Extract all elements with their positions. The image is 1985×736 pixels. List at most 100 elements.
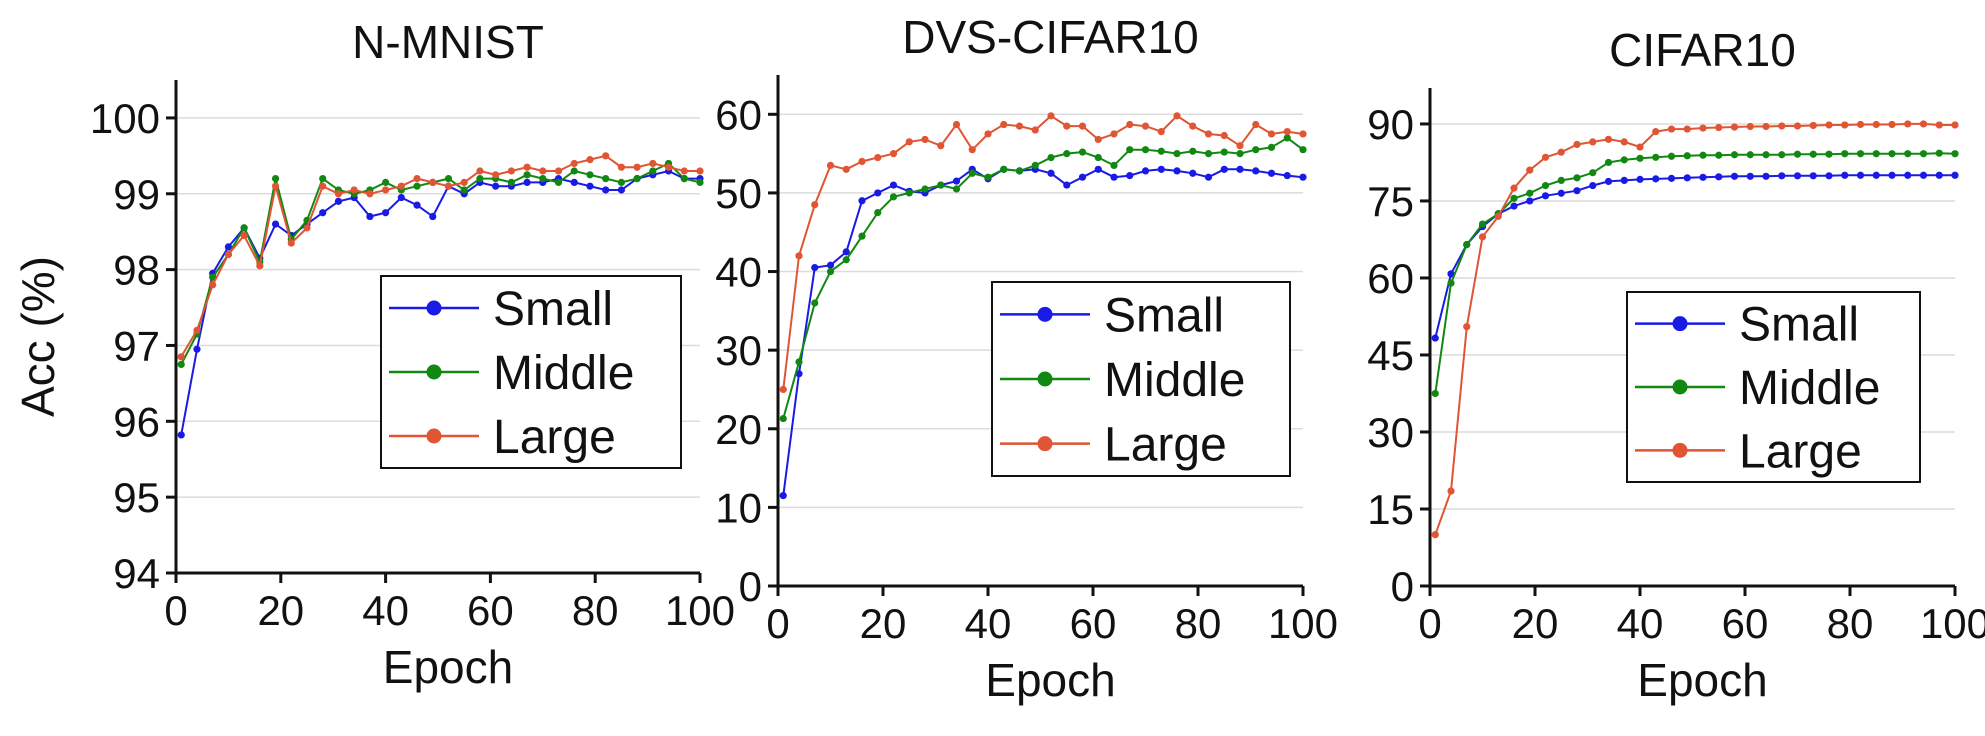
legend-label: Middle [493, 347, 634, 400]
data-point [1809, 150, 1817, 158]
data-point [889, 150, 898, 158]
data-point [1573, 174, 1581, 182]
data-point [984, 130, 992, 138]
data-point [1793, 150, 1802, 158]
y-tick-label: 98 [113, 247, 160, 294]
legend-label: Large [1104, 419, 1227, 472]
y-tick-label: 100 [90, 95, 160, 142]
data-point [287, 239, 295, 247]
data-point [1573, 140, 1581, 149]
data-point [1189, 147, 1197, 155]
series-line [1434, 122, 1955, 536]
data-point [271, 220, 280, 228]
data-point [1252, 120, 1260, 129]
data-point [476, 167, 484, 175]
data-point [1478, 233, 1487, 241]
data-point [1825, 121, 1833, 129]
data-point [1126, 172, 1134, 180]
panel-cifar10: CIFAR10 Epoch 0 15 30 45 60 75 90 0 20 40 60 80 100 S… [1367, 24, 1985, 706]
data-point [1267, 169, 1276, 177]
data-point [1236, 165, 1244, 173]
data-point [1872, 171, 1880, 179]
data-point [1730, 123, 1739, 131]
chart-title: N-MNIST [352, 16, 544, 68]
data-point [1220, 131, 1228, 140]
data-point [271, 175, 280, 183]
legend-label: Large [493, 411, 616, 464]
legend-swatch-marker [426, 300, 442, 316]
x-tick-label: 20 [860, 600, 907, 647]
series-large [1431, 120, 1959, 539]
y-tick-label: 50 [715, 170, 762, 217]
data-point [617, 163, 626, 171]
legend-swatch-marker [1672, 379, 1688, 395]
data-point [1494, 212, 1502, 220]
data-point [1620, 138, 1628, 146]
data-point [1951, 150, 1959, 158]
data-point [1778, 151, 1786, 159]
data-point [1267, 130, 1276, 138]
legend-item-small: Small [1635, 299, 1859, 352]
data-point [224, 250, 232, 259]
series-middle [1431, 149, 1959, 398]
data-point [1283, 128, 1291, 136]
data-point [1888, 150, 1896, 158]
data-point [1510, 202, 1518, 210]
data-point [1715, 151, 1723, 159]
data-point [1173, 150, 1181, 158]
x-tick-label: 80 [572, 587, 619, 634]
data-point [1157, 165, 1165, 173]
data-point [1220, 165, 1228, 173]
y-tick-label: 60 [1367, 255, 1414, 302]
data-point [952, 177, 961, 185]
data-point [1904, 120, 1912, 128]
data-point [382, 178, 390, 186]
legend-item-middle: Middle [1000, 354, 1245, 407]
data-point [1730, 151, 1739, 159]
data-point [476, 175, 484, 183]
data-point [271, 182, 280, 190]
chart-title: CIFAR10 [1609, 24, 1796, 76]
data-point [811, 299, 819, 307]
legend-swatch-marker [426, 364, 442, 380]
series-large [177, 152, 704, 361]
series-line [1434, 174, 1955, 339]
legend-swatch-marker [1672, 316, 1688, 332]
data-point [842, 165, 850, 173]
x-tick-label: 20 [1512, 600, 1559, 647]
series-line [180, 169, 700, 436]
data-point [1793, 122, 1802, 130]
data-point [1841, 171, 1849, 179]
data-point [586, 182, 594, 190]
y-tick-label: 40 [715, 249, 762, 296]
data-point [586, 171, 594, 179]
data-point [1604, 177, 1613, 186]
data-point [826, 261, 835, 269]
data-point [826, 267, 835, 276]
data-point [1189, 122, 1197, 130]
data-point [696, 167, 704, 175]
x-tick-label: 100 [665, 587, 735, 634]
data-point [1667, 152, 1676, 160]
x-tick-label: 0 [1418, 600, 1441, 647]
data-point [334, 197, 343, 205]
data-point [1825, 150, 1833, 158]
legend-label: Small [1104, 289, 1224, 342]
data-point [1683, 152, 1691, 160]
data-point [444, 182, 453, 190]
data-point [1236, 142, 1244, 150]
data-point [350, 186, 358, 194]
data-point [1872, 150, 1880, 158]
data-point [1888, 171, 1896, 179]
data-point [570, 159, 578, 168]
data-point [1652, 175, 1660, 183]
data-point [1526, 197, 1534, 205]
data-point [1604, 158, 1613, 167]
data-point [1431, 531, 1439, 539]
data-point [319, 209, 327, 217]
data-point [413, 175, 421, 183]
y-tick-label: 99 [113, 171, 160, 218]
data-point [952, 185, 961, 193]
data-point [1126, 120, 1134, 129]
